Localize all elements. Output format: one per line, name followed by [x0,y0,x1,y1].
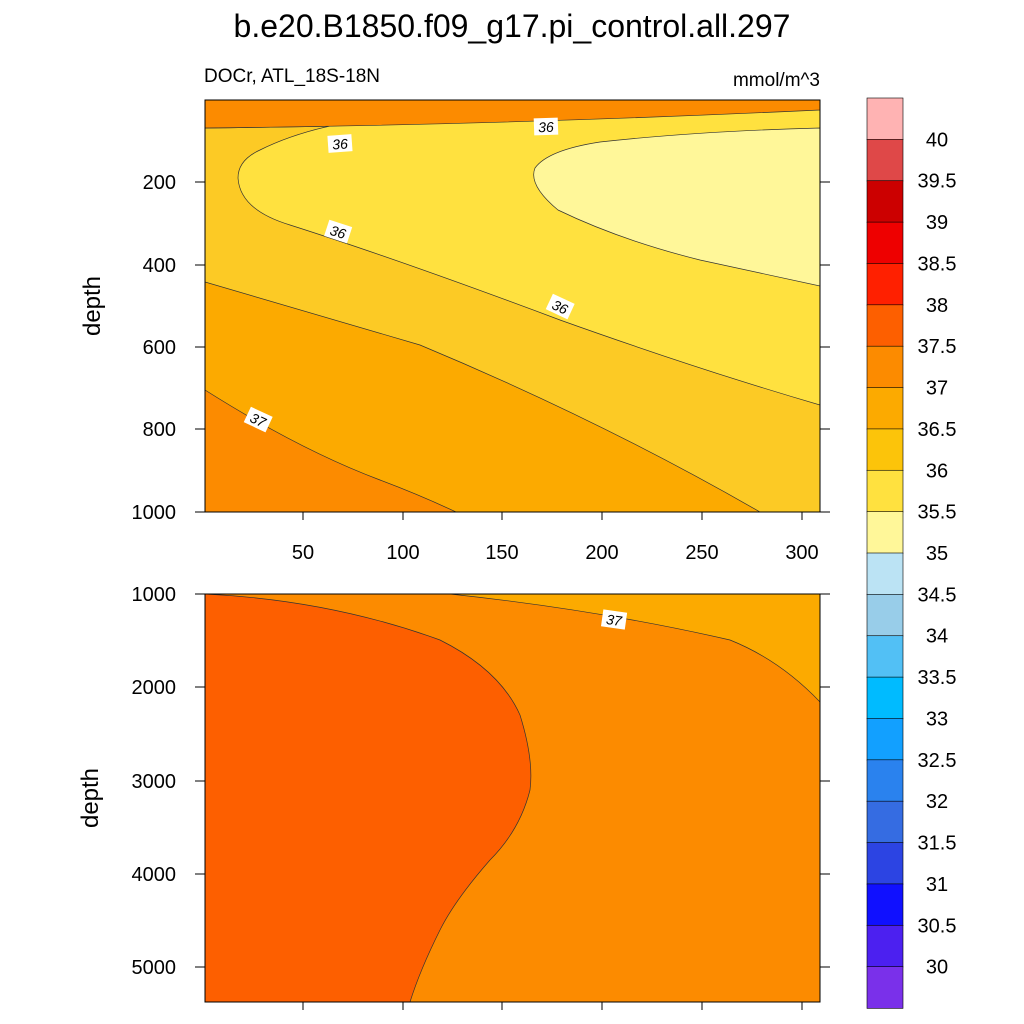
contour-label-36-a: 36 [327,134,353,153]
colorbar-swatch [866,883,904,926]
colorbar-label: 30 [926,957,948,979]
upper-ticks [195,181,830,520]
colorbar-swatch [866,552,904,596]
y-tick-label-200: 200 [143,172,176,194]
colorbar-label: 32.5 [918,750,957,772]
colorbar-swatch [866,345,904,389]
y-tick-label-3000: 3000 [132,771,177,793]
colorbar: 40 39.5 39 38.5 38 37.5 37 36.5 36 35.5 35 34.5 34 33… [866,97,957,1009]
colorbar-swatch [866,263,904,306]
colorbar-swatch [866,718,904,761]
region-36_5-bottom [449,594,820,703]
y-tick-label-400: 400 [143,255,176,277]
colorbar-label: 31 [926,874,948,896]
y-tick-label-800: 800 [143,419,176,441]
left-subtitle: DOCr, ATL_18S-18N [204,66,380,87]
x-tick-label-50: 50 [292,542,314,564]
main-title: b.e20.B1850.f09_g17.pi_control.all.297 [234,8,791,44]
colorbar-swatch [866,304,904,347]
svg-text:36: 36 [332,135,349,152]
colorbar-label: 31.5 [918,833,957,855]
y-tick-label-4000: 4000 [132,864,177,886]
y-tick-label-1000-lower: 1000 [132,584,177,606]
colorbar-label: 37 [926,378,948,400]
contour-label-36-d: 36 [545,293,575,320]
x-tick-label-250: 250 [685,542,718,564]
colorbar-label: 38.5 [918,253,957,275]
colorbar-label: 32 [926,791,948,813]
lower-y-axis-label: depth [77,768,104,828]
colorbar-swatch [866,635,904,678]
surface-strip-top [205,100,820,129]
colorbar-swatch [866,924,904,968]
colorbar-label: 38 [926,295,948,317]
contour-label-37-lower: 37 [601,609,628,630]
upper-frame [204,99,821,513]
colorbar-swatch [866,97,904,141]
colorbar-label: 33.5 [918,667,957,689]
x-tick-label-100: 100 [386,542,419,564]
lower-ticks [195,593,830,1010]
lower-frame [204,593,821,1003]
colorbar-swatch [866,511,904,554]
lower-panel: 1000 2000 3000 4000 5000 depth 37 [77,584,830,1010]
x-tick-label-200: 200 [585,542,618,564]
colorbar-label: 35 [926,543,948,565]
svg-text:36: 36 [328,222,348,242]
colorbar-label: 37.5 [918,336,957,358]
colorbar-swatch [866,800,904,844]
upper-panel: 200 400 600 800 1000 50 100 150 200 250 … [79,99,830,564]
colorbar-swatch [866,676,904,720]
colorbar-swatch [866,387,904,430]
colorbar-swatch [866,842,904,885]
colorbar-label: 36.5 [918,419,957,441]
contour-label-36-b: 36 [533,117,559,136]
colorbar-swatch [866,428,904,471]
contour-label-36-c: 36 [324,219,353,244]
colorbar-label: 34 [926,626,948,648]
colorbar-label: 33 [926,708,948,730]
y-tick-label-2000: 2000 [132,677,177,699]
svg-text:37: 37 [605,611,624,629]
y-tick-label-600: 600 [143,337,176,359]
region-35-top [533,127,820,287]
right-subtitle: mmol/m^3 [733,70,820,91]
colorbar-swatch [866,759,904,802]
colorbar-label: 30.5 [918,915,957,937]
x-tick-label-150: 150 [485,542,518,564]
colorbar-label: 34.5 [918,584,957,606]
contour-label-37-upper: 37 [243,406,273,433]
svg-text:36: 36 [538,119,554,136]
upper-y-axis-label: depth [79,276,106,336]
y-tick-label-5000: 5000 [132,957,177,979]
svg-text:36: 36 [550,296,571,317]
colorbar-swatch [866,221,904,265]
colorbar-label: 40 [926,129,948,151]
colorbar-swatch [866,469,904,513]
colorbar-swatch [866,180,904,223]
colorbar-swatch [866,966,904,1009]
colorbar-label: 35.5 [918,502,957,524]
x-tick-label-300: 300 [785,542,818,564]
y-tick-label-1000: 1000 [132,502,177,524]
colorbar-swatch [866,594,904,637]
colorbar-swatch [866,139,904,182]
region-37_5-bottom [205,594,532,1002]
colorbar-label: 39 [926,212,948,234]
colorbar-label: 36 [926,460,948,482]
colorbar-label: 39.5 [918,171,957,193]
